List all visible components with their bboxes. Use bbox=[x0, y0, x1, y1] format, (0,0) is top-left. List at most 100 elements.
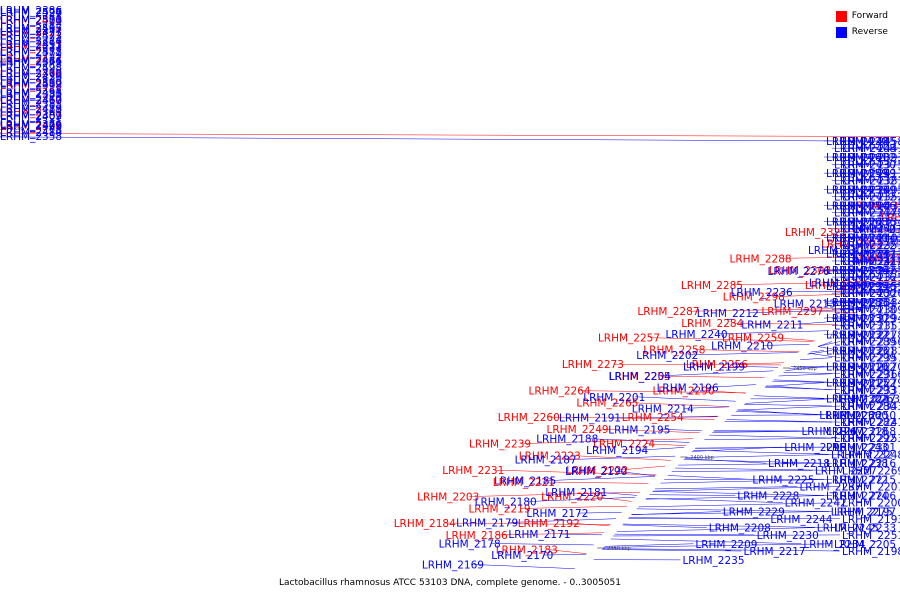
label-leader bbox=[831, 228, 900, 231]
reverse-gene-label: LRHM_2385 bbox=[0, 89, 62, 101]
label-leader bbox=[494, 469, 657, 476]
reverse-gene-label: LRHM_2271 bbox=[834, 329, 896, 341]
label-leader bbox=[631, 511, 829, 515]
reverse-gene-label: LRHM_2236 bbox=[731, 287, 793, 299]
reverse-gene-label: LRHM_2382 bbox=[0, 110, 62, 122]
reverse-gene-label: LRHM_2343 bbox=[842, 401, 900, 413]
reverse-gene-label: LRHM_2411 bbox=[842, 168, 900, 180]
forward-gene-label: LRHM_2404 bbox=[0, 68, 62, 80]
reverse-gene-label: LRHM_2459 bbox=[834, 168, 896, 180]
reverse-gene-label: LRHM_2207 bbox=[842, 482, 900, 494]
label-leader bbox=[693, 449, 829, 455]
reverse-gene-label: LRHM_2493 bbox=[0, 39, 62, 51]
reverse-gene-label: LRHM_2292 bbox=[834, 433, 896, 445]
label-leader bbox=[671, 470, 813, 472]
reverse-gene-label: LRHM_2419 bbox=[0, 104, 62, 116]
reverse-gene-label: LRHM_2300 bbox=[826, 410, 888, 422]
reverse-gene-label: LRHM_2355 bbox=[842, 281, 900, 293]
legend-reverse-label: Reverse bbox=[851, 27, 888, 37]
legend-reverse: Reverse bbox=[835, 24, 888, 40]
reverse-gene-label: LRHM_2237 bbox=[799, 482, 861, 494]
reverse-gene-label: LRHM_2201 bbox=[583, 392, 645, 404]
scale-tick-label: 2350 kbp bbox=[607, 546, 631, 552]
label-leader bbox=[695, 446, 833, 449]
reverse-gene-label: LRHM_2376 bbox=[0, 119, 62, 131]
reverse-gene-label: LRHM_2461 bbox=[826, 152, 888, 164]
forward-gene-label: LRHM_2219 bbox=[468, 503, 530, 515]
forward-gene-label: LRHM_2258 bbox=[643, 345, 705, 357]
reverse-gene-label: LRHM_2373 bbox=[826, 249, 888, 261]
reverse-gene-label: LRHM_2225 bbox=[752, 474, 814, 486]
reverse-gene-label: LRHM_2209 bbox=[695, 539, 757, 551]
reverse-gene-label: LRHM_2243 bbox=[826, 442, 888, 454]
label-leader-lines bbox=[0, 5, 900, 569]
reverse-gene-label: LRHM_2465 bbox=[0, 23, 62, 35]
label-leader bbox=[754, 395, 836, 399]
label-leader bbox=[839, 291, 900, 294]
label-leader bbox=[839, 179, 900, 181]
reverse-gene-label: LRHM_2357 bbox=[842, 353, 900, 365]
reverse-gene-label: LRHM_2401 bbox=[842, 233, 900, 245]
reverse-gene-label: LRHM_2436 bbox=[834, 216, 896, 228]
label-leader bbox=[831, 305, 880, 310]
label-leader bbox=[708, 384, 756, 388]
label-leader bbox=[773, 379, 841, 383]
label-leader bbox=[823, 314, 865, 319]
reverse-gene-label: LRHM_2368 bbox=[826, 216, 888, 228]
label-leader bbox=[808, 353, 841, 358]
label-leader bbox=[839, 196, 900, 198]
reverse-gene-label: LRHM_2511 bbox=[0, 39, 62, 51]
label-leader bbox=[614, 533, 755, 536]
reverse-gene-label: LRHM_2375 bbox=[842, 159, 900, 171]
label-leader bbox=[613, 534, 841, 537]
reverse-gene-label: LRHM_2403 bbox=[0, 120, 62, 132]
reverse-gene-label: LRHM_2444 bbox=[0, 55, 62, 67]
reverse-gene-label: LRHM_2317 bbox=[826, 378, 888, 390]
reverse-gene-label: LRHM_2333 bbox=[826, 345, 888, 357]
reverse-gene-label: LRHM_2266 bbox=[819, 410, 881, 422]
reverse-gene-label: LRHM_2191 bbox=[559, 413, 621, 425]
reverse-gene-label: LRHM_2402 bbox=[834, 152, 896, 164]
reverse-gene-label: LRHM_2466 bbox=[0, 55, 62, 67]
legend-forward-label: Forward bbox=[851, 11, 888, 21]
reverse-gene-label: LRHM_2460 bbox=[0, 95, 62, 107]
reverse-gene-label: LRHM_2170 bbox=[491, 550, 553, 562]
label-leader bbox=[807, 350, 833, 355]
label-leader bbox=[660, 375, 765, 378]
forward-gene-label: LRHM_2239 bbox=[469, 439, 531, 451]
forward-gene-label: LRHM_2273 bbox=[562, 359, 624, 371]
reverse-gene-label: LRHM_2331 bbox=[834, 256, 896, 268]
reverse-gene-label: LRHM_2481 bbox=[0, 46, 62, 58]
reverse-gene-label: LRHM_2413 bbox=[842, 224, 900, 236]
reverse-gene-label: LRHM_2276 bbox=[767, 266, 829, 278]
forward-gene-label: LRHM_2298 bbox=[723, 292, 785, 304]
reverse-gene-label: LRHM_2181 bbox=[545, 487, 607, 499]
reverse-gene-label: LRHM_2458 bbox=[842, 136, 900, 148]
label-leader bbox=[860, 282, 900, 286]
forward-gene-label: LRHM_2249 bbox=[547, 424, 609, 436]
label-leader bbox=[763, 344, 810, 346]
reverse-gene-label: LRHM_2178 bbox=[439, 539, 501, 551]
label-leader bbox=[785, 366, 825, 371]
label-leader bbox=[588, 438, 690, 443]
reverse-gene-label: LRHM_2200 bbox=[842, 498, 900, 510]
reverse-gene-label: LRHM_2497 bbox=[0, 23, 62, 35]
label-leader bbox=[717, 330, 829, 335]
reverse-gene-label: LRHM_2322 bbox=[834, 240, 896, 252]
forward-gene-label: LRHM_2321 bbox=[785, 227, 847, 239]
forward-gene-label: LRHM_2264 bbox=[529, 386, 591, 398]
label-leader bbox=[839, 237, 900, 240]
reverse-gene-label: LRHM_2517 bbox=[0, 23, 62, 35]
label-leader bbox=[745, 398, 833, 404]
reverse-gene-label: LRHM_2248 bbox=[842, 449, 900, 461]
label-leader bbox=[818, 346, 841, 351]
label-leader bbox=[836, 230, 900, 233]
label-leader bbox=[772, 380, 833, 383]
label-leader bbox=[688, 352, 798, 356]
reverse-gene-label: LRHM_2272 bbox=[826, 474, 888, 486]
reverse-gene-label: LRHM_2483 bbox=[0, 104, 62, 116]
label-leader bbox=[683, 459, 825, 464]
reverse-gene-label: LRHM_2195 bbox=[608, 424, 670, 436]
forward-gene-label: LRHM_2424 bbox=[0, 15, 62, 27]
